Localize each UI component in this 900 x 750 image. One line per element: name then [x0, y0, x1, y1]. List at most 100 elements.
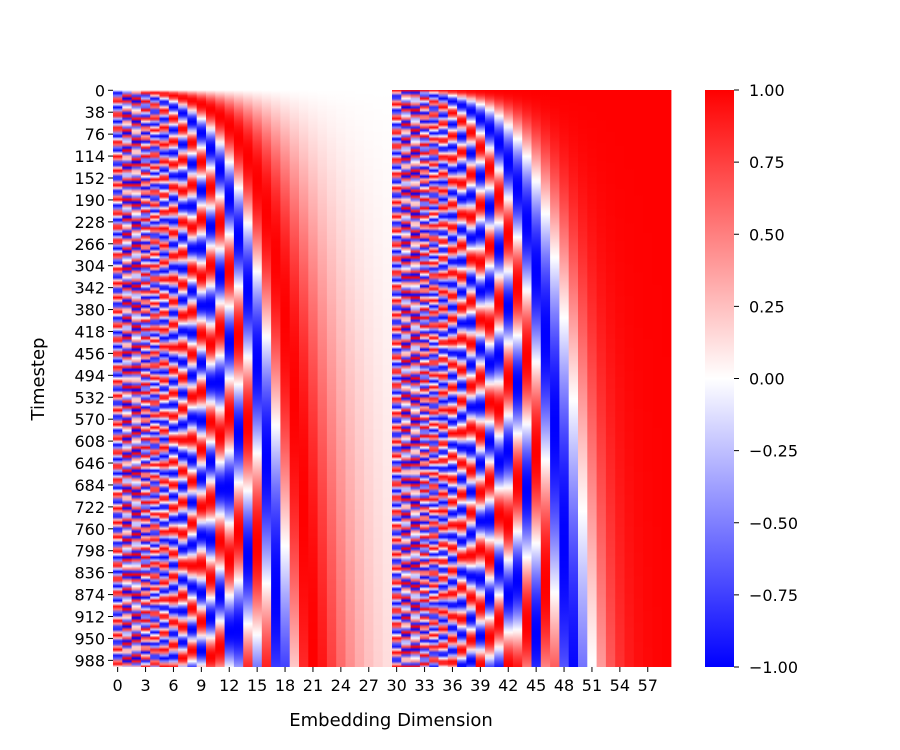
y-tick-label: 874 [74, 586, 105, 605]
y-tick-label: 190 [74, 191, 105, 210]
y-tick-label: 836 [74, 564, 105, 583]
heatmap-column [122, 90, 132, 667]
colorbar-tick-label: 0.50 [749, 225, 785, 244]
x-tick-label: 57 [638, 676, 658, 695]
y-axis-label: Timestep [28, 338, 49, 422]
heatmap-column [531, 90, 542, 667]
x-tick-label: 9 [196, 676, 206, 695]
x-tick-label: 27 [359, 676, 379, 695]
x-tick-label: 0 [113, 676, 123, 695]
heatmap-column [382, 90, 393, 667]
y-tick-label: 722 [74, 498, 105, 517]
heatmap-column [652, 90, 663, 667]
y-tick-label: 380 [74, 301, 105, 320]
x-tick-label: 33 [414, 676, 434, 695]
heatmap-column [485, 90, 495, 667]
y-tick-label: 570 [74, 410, 105, 429]
y-tick-label: 912 [74, 608, 105, 627]
heatmap-column [150, 90, 160, 667]
x-tick-label: 45 [526, 676, 546, 695]
y-axis-ticks: 0 38 76 114 152 190 228 266 304 342 380 418 456 494 53… [74, 81, 113, 670]
x-tick-label: 39 [470, 676, 490, 695]
y-tick-label: 228 [74, 213, 105, 232]
x-axis-ticks: 0 3 6 9 12 15 18 21 24 27 30 33 36 39 42 45 48 51 54 57 [113, 667, 658, 695]
y-tick-label: 988 [74, 651, 105, 670]
colorbar-tick-label: −0.75 [749, 586, 798, 605]
heatmap-column [438, 90, 449, 667]
y-tick-label: 76 [85, 125, 105, 144]
heatmap-column [233, 90, 244, 667]
heatmap-column [605, 90, 616, 667]
heatmap-column [615, 90, 625, 667]
heatmap-column [494, 90, 504, 667]
y-tick-label: 760 [74, 520, 105, 539]
x-axis-label: Embedding Dimension [289, 710, 493, 731]
y-tick-label: 456 [74, 344, 105, 363]
x-tick-label: 6 [168, 676, 178, 695]
heatmap-column [550, 90, 560, 667]
colorbar-tick-label: −0.50 [749, 514, 798, 533]
colorbar-tick-label: −1.00 [749, 658, 798, 677]
heatmap-column [364, 90, 374, 667]
heatmap-column [178, 90, 188, 667]
y-tick-label: 684 [74, 476, 105, 495]
heatmap-column [326, 90, 337, 667]
heatmap-column [578, 90, 588, 667]
colorbar-ticks: 1.00 0.75 0.50 0.25 0.00 −0.25 −0.50 −0.75 −1.00 [734, 81, 798, 677]
heatmap-column [308, 90, 318, 667]
heatmap-column [131, 90, 142, 667]
y-tick-label: 0 [95, 81, 105, 100]
x-tick-label: 51 [582, 676, 602, 695]
y-tick-label: 304 [74, 257, 105, 276]
heatmap-column [243, 90, 253, 667]
heatmap-column [568, 90, 579, 667]
y-tick-label: 114 [74, 147, 105, 166]
heatmap-column [503, 90, 514, 667]
heatmap-column [661, 90, 672, 667]
x-tick-label: 3 [140, 676, 150, 695]
heatmap-column [392, 90, 402, 667]
x-tick-label: 30 [386, 676, 406, 695]
heatmap-column [317, 90, 328, 667]
heatmap-column [140, 90, 151, 667]
heatmap-column [252, 90, 263, 667]
x-tick-label: 18 [275, 676, 295, 695]
heatmap-column [512, 90, 523, 667]
heatmap-column [559, 90, 570, 667]
heatmap-column [261, 90, 272, 667]
heatmap-column [299, 90, 309, 667]
heatmap-column [215, 90, 225, 667]
heatmap-column [345, 90, 356, 667]
colorbar-tick-label: −0.25 [749, 442, 798, 461]
heatmap-column [224, 90, 235, 667]
y-tick-label: 608 [74, 432, 105, 451]
heatmap-column [271, 90, 281, 667]
y-tick-label: 646 [74, 454, 105, 473]
heatmap-column [596, 90, 607, 667]
heatmap-column [643, 90, 653, 667]
heatmap-column [289, 90, 300, 667]
heatmap-column [587, 90, 597, 667]
y-tick-label: 266 [74, 235, 105, 254]
heatmap-column [187, 90, 198, 667]
y-tick-label: 798 [74, 542, 105, 561]
heatmap-column [113, 90, 123, 667]
heatmap-column [401, 90, 411, 667]
heatmap-column [373, 90, 384, 667]
colorbar-gradient [705, 90, 734, 667]
colorbar-tick-label: 0.00 [749, 370, 785, 389]
heatmap-column [447, 90, 458, 667]
x-tick-label: 21 [303, 676, 323, 695]
heatmap-column [475, 90, 486, 667]
heatmap-column [633, 90, 644, 667]
heatmap-column [280, 90, 291, 667]
heatmap-column [206, 90, 216, 667]
y-tick-label: 418 [74, 322, 105, 341]
heatmap-column [336, 90, 346, 667]
heatmap-column [466, 90, 477, 667]
colorbar-tick-label: 1.00 [749, 81, 785, 100]
y-tick-label: 532 [74, 388, 105, 407]
heatmap-column [457, 90, 467, 667]
y-tick-label: 494 [74, 366, 105, 385]
